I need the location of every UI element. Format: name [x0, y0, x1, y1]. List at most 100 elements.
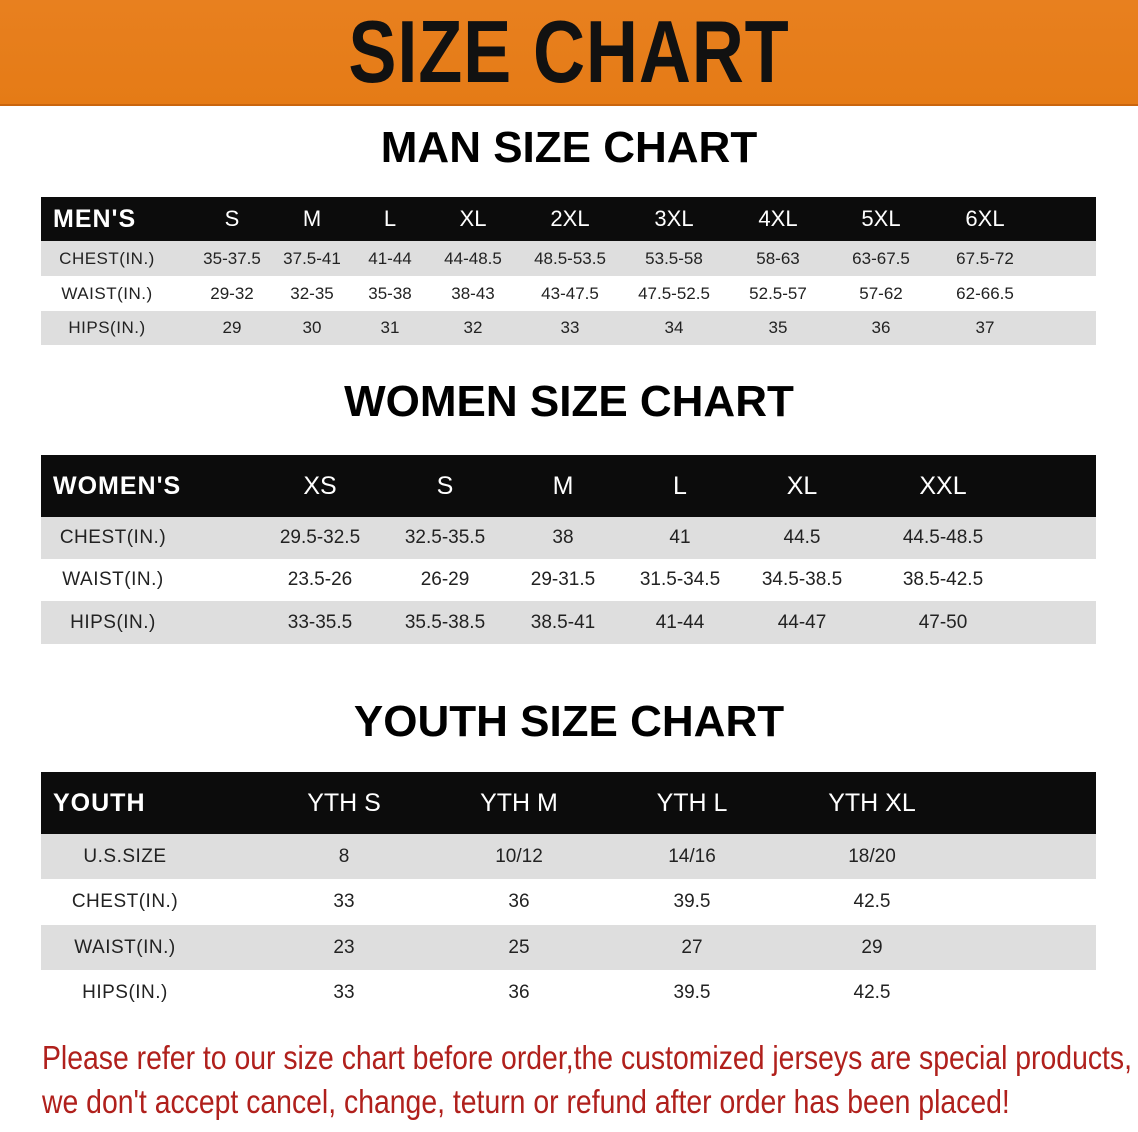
- table-cell: 33: [333, 891, 355, 912]
- table-cell: 29: [861, 936, 883, 958]
- table-row: WAIST(IN.) 29-32 32-35 35-38 38-43 43-47.5 47.…: [41, 276, 1096, 311]
- size-header-5xl: 5XL: [861, 206, 901, 231]
- table-cell: 43-47.5: [541, 283, 599, 303]
- table-row: U.S.SIZE 8 10/12 14/16 18/20: [41, 834, 1096, 879]
- table-cell: 25: [508, 936, 530, 958]
- table-row: HIPS(IN.) 33 36 39.5 42.5: [41, 970, 1096, 1015]
- table-cell: 14/16: [668, 845, 716, 867]
- table-cell: 38-43: [451, 283, 495, 303]
- table-cell: 62-66.5: [956, 283, 1014, 303]
- size-header-yth-m: YTH M: [480, 788, 558, 817]
- table-cell: 47.5-52.5: [638, 283, 710, 303]
- size-header-xl: XL: [459, 206, 487, 231]
- table-cell: 44.5: [783, 527, 821, 548]
- table-cell: 34.5-38.5: [761, 569, 843, 590]
- table-cell: 30: [302, 318, 322, 337]
- size-header-yth-xl: YTH XL: [828, 788, 916, 817]
- table-cell: 31: [380, 318, 400, 337]
- youth-header-label: YOUTH: [53, 788, 146, 817]
- size-header-3xl: 3XL: [654, 206, 694, 231]
- table-cell: 48.5-53.5: [534, 248, 606, 268]
- youth-header-row: YOUTH YTH S YTH M YTH L YTH XL: [41, 772, 1096, 834]
- table-cell: 44-48.5: [444, 248, 502, 268]
- row-label: CHEST(IN.): [59, 527, 167, 548]
- row-label: WAIST(IN.): [74, 936, 176, 958]
- table-cell: 47-50: [918, 611, 968, 633]
- table-cell: 36: [508, 891, 530, 912]
- table-cell: 44-47: [777, 611, 827, 633]
- table-cell: 32: [463, 318, 483, 337]
- table-cell: 35: [768, 318, 788, 337]
- table-cell: 58-63: [756, 248, 800, 268]
- table-cell: 38.5-41: [530, 611, 596, 633]
- men-header-label: MEN'S: [53, 204, 137, 233]
- table-cell: 52.5-57: [749, 283, 807, 303]
- table-cell: 32-35: [290, 283, 334, 303]
- table-cell: 37: [975, 318, 995, 337]
- table-cell: 35.5-38.5: [404, 611, 486, 633]
- table-cell: 42.5: [853, 981, 891, 1003]
- table-cell: 27: [681, 936, 703, 958]
- table-cell: 35-38: [368, 283, 412, 303]
- table-cell: 33: [560, 318, 580, 337]
- men-size-table: MEN'S S M L XL 2XL 3XL 4XL 5XL 6XL CHEST(IN.) 35-37…: [41, 197, 1096, 345]
- banner-title: SIZE CHART: [348, 2, 790, 101]
- table-cell: 18/20: [848, 845, 896, 867]
- size-header-s: S: [436, 471, 454, 500]
- size-header-xxl: XXL: [919, 471, 967, 500]
- size-header-s: S: [224, 206, 240, 231]
- youth-section-title: YOUTH SIZE CHART: [353, 697, 785, 746]
- size-header-yth-s: YTH S: [307, 788, 381, 817]
- size-header-l: L: [673, 471, 687, 500]
- table-cell: 33-35.5: [287, 611, 353, 633]
- table-row: HIPS(IN.) 33-35.5 35.5-38.5 38.5-41 41-44 44-…: [41, 601, 1096, 644]
- table-cell: 37.5-41: [283, 248, 341, 268]
- size-header-m: M: [552, 471, 574, 500]
- table-cell: 41: [669, 527, 691, 548]
- women-size-table: WOMEN'S XS S M L XL XXL CHEST(IN.) 29.5-32.5 32.5…: [41, 455, 1096, 644]
- table-cell: 29.5-32.5: [279, 527, 361, 548]
- women-section-title: WOMEN SIZE CHART: [344, 377, 794, 426]
- table-cell: 8: [338, 845, 350, 867]
- size-header-m: M: [302, 206, 322, 231]
- men-header-row: MEN'S S M L XL 2XL 3XL 4XL 5XL 6XL: [41, 197, 1096, 241]
- table-cell: 29-31.5: [530, 569, 596, 590]
- table-cell: 32.5-35.5: [404, 527, 486, 548]
- table-cell: 34: [664, 318, 684, 337]
- table-row: CHEST(IN.) 33 36 39.5 42.5: [41, 879, 1096, 925]
- row-label: HIPS(IN.): [82, 981, 168, 1003]
- women-header-label: WOMEN'S: [53, 471, 182, 500]
- size-header-2xl: 2XL: [550, 206, 590, 231]
- table-cell: 36: [508, 981, 530, 1003]
- table-cell: 31.5-34.5: [639, 569, 721, 590]
- size-header-xl: XL: [786, 471, 818, 500]
- table-row: CHEST(IN.) 35-37.5 37.5-41 41-44 44-48.5 48.5…: [41, 241, 1096, 276]
- men-section-title: MAN SIZE CHART: [380, 123, 758, 172]
- table-row: CHEST(IN.) 29.5-32.5 32.5-35.5 38 41 44.5 44.5…: [41, 517, 1096, 559]
- table-row: HIPS(IN.) 29 30 31 32 33 34 35 36 37: [41, 311, 1096, 345]
- table-cell: 26-29: [420, 569, 470, 590]
- row-label: HIPS(IN.): [70, 611, 156, 633]
- table-cell: 39.5: [673, 981, 711, 1003]
- table-cell: 63-67.5: [852, 248, 910, 268]
- size-chart-banner: SIZE CHART: [0, 0, 1138, 106]
- table-cell: 38.5-42.5: [902, 569, 984, 590]
- table-cell: 29: [222, 318, 242, 337]
- table-cell: 36: [871, 318, 891, 337]
- women-header-row: WOMEN'S XS S M L XL XXL: [41, 455, 1096, 517]
- table-cell: 57-62: [859, 283, 903, 303]
- table-cell: 23.5-26: [287, 569, 353, 590]
- row-label: U.S.SIZE: [83, 845, 167, 867]
- size-header-6xl: 6XL: [965, 206, 1005, 231]
- size-header-xs: XS: [303, 471, 337, 500]
- table-cell: 29-32: [210, 283, 254, 303]
- table-row: WAIST(IN.) 23 25 27 29: [41, 925, 1096, 970]
- table-cell: 41-44: [655, 611, 705, 633]
- table-row: WAIST(IN.) 23.5-26 26-29 29-31.5 31.5-34.5 34…: [41, 559, 1096, 601]
- table-cell: 41-44: [368, 248, 412, 268]
- notice-line-1: Please refer to our size chart before or…: [42, 1039, 1133, 1076]
- size-header-4xl: 4XL: [758, 206, 798, 231]
- row-label: HIPS(IN.): [68, 318, 146, 337]
- table-cell: 39.5: [673, 891, 711, 912]
- youth-size-table: YOUTH YTH S YTH M YTH L YTH XL U.S.SIZE 8 10/12…: [41, 772, 1096, 1015]
